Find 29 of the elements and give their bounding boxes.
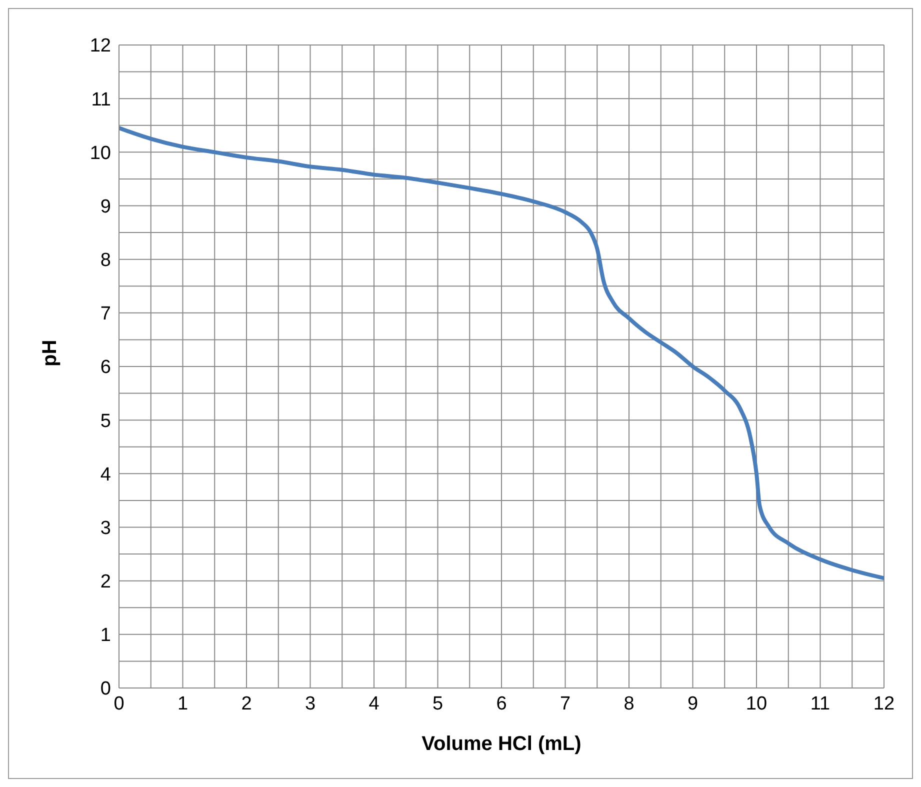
y-tick-label: 9 bbox=[100, 196, 111, 218]
y-tick-label: 3 bbox=[100, 518, 111, 539]
x-tick-label: 12 bbox=[873, 693, 895, 714]
y-tick-label: 6 bbox=[100, 357, 111, 378]
x-tick-label: 0 bbox=[114, 693, 124, 714]
x-tick-label: 10 bbox=[746, 693, 768, 714]
x-tick-label: 7 bbox=[560, 693, 571, 714]
y-tick-label: 2 bbox=[100, 572, 111, 593]
x-tick-label: 11 bbox=[810, 693, 830, 714]
y-tick-label: 7 bbox=[100, 304, 111, 325]
y-tick-label: 0 bbox=[100, 678, 111, 700]
line-series bbox=[119, 126, 884, 580]
x-tick-label: 8 bbox=[624, 693, 634, 714]
x-tick-label: 6 bbox=[496, 693, 507, 714]
x-tick-label: 1 bbox=[177, 693, 188, 714]
x-axis-title: Volume HCl (mL) bbox=[422, 733, 582, 755]
y-tick-label: 12 bbox=[90, 36, 111, 57]
y-tick-label: 4 bbox=[100, 464, 112, 486]
y-tick-label: 8 bbox=[100, 250, 111, 272]
x-tick-label: 3 bbox=[304, 693, 316, 714]
y-axis-title: pH bbox=[39, 340, 62, 366]
x-tick-label: 9 bbox=[687, 693, 698, 714]
y-tick-label: 5 bbox=[100, 410, 111, 432]
x-tick-label: 5 bbox=[432, 693, 444, 714]
y-tick-label: 10 bbox=[90, 142, 111, 164]
y-tick-label: 11 bbox=[91, 89, 111, 110]
x-tick-label: 2 bbox=[241, 693, 252, 714]
y-tick-label: 1 bbox=[100, 625, 111, 646]
x-tick-label: 4 bbox=[368, 693, 380, 714]
